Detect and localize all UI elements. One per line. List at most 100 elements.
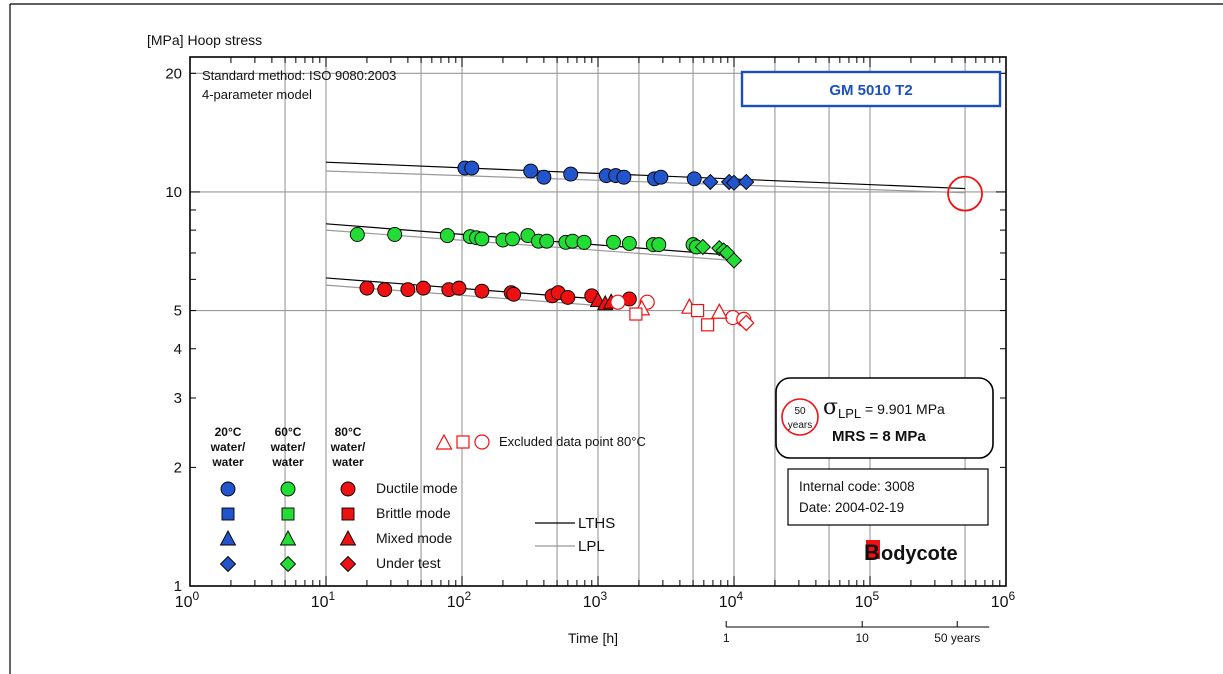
legend-mode-mixed: Mixed mode [376,530,452,546]
data-point-20c-ductile [536,169,552,185]
legend-marker-80c-ductile [340,481,356,497]
years-badge-number: 50 [794,406,806,417]
info-box [787,468,989,526]
x-tick-label: 100 [175,589,200,611]
method-line-1: Standard method: ISO 9080:2003 [202,68,396,83]
data-point-80c-ductile [560,289,576,305]
data-point-80c-ductile [377,282,393,298]
years-badge [781,398,819,436]
legend-header-60-line3: water [271,455,304,469]
x-tick-exponent: 2 [465,589,472,603]
legend-excluded-square [456,435,470,449]
x-tick-base: 10 [991,594,1009,611]
legend-marker-80c-brittle [341,507,355,521]
legend-header-20-line1: 20°C [215,425,242,439]
years-axis-tick-label: 10 [856,631,870,645]
data-point-60c-ductile [349,227,365,242]
data-point-80c-excluded-square [691,303,705,318]
record-date: Date: 2004-02-19 [799,500,904,515]
x-tick-base: 10 [175,594,193,611]
data-point-60c-ductile [576,234,592,250]
legend-excluded-circle [474,434,490,450]
legend-header-80-line3: water [331,455,364,469]
data-point-60c-ductile [621,236,637,251]
x-tick-exponent: 6 [1009,589,1016,603]
data-point-80c-ductile [415,280,431,296]
legend-excluded-triangle [435,433,453,450]
data-point-20c-ductile [653,169,669,185]
y-tick-label: 4 [174,341,182,358]
x-tick-base: 10 [855,594,873,611]
x-tick-exponent: 1 [329,589,336,603]
x-tick-label: 104 [719,589,744,611]
sigma-symbol: σ [823,395,838,420]
data-point-60c-ductile [505,231,520,247]
legend-marker-60c-undertest [279,555,297,573]
data-point-80c-ductile [451,280,467,296]
data-point-60c-undertest [694,238,711,256]
data-point-20c-undertest [725,174,743,191]
data-point-20c-ductile [616,169,632,185]
legend-marker-80c-mixed [339,530,357,546]
x-tick-base: 10 [447,594,465,611]
x-tick-label: 106 [991,589,1016,611]
data-point-60c-ductile [539,233,555,249]
lths-regression-line [325,161,966,190]
y-tick-label: 1 [174,578,182,595]
x-tick-exponent: 4 [737,589,744,603]
x-tick-base: 10 [719,594,737,611]
legend-header-20-line2: water/ [210,440,246,454]
legend-mode-undertest: Under test [376,555,441,571]
x-tick-label: 103 [583,589,608,611]
data-point-60c-ductile [606,234,621,250]
data-point-20c-undertest [702,173,719,191]
legend-marker-20c-brittle [221,507,235,521]
data-point-60c-ductile [651,237,667,253]
x-axis-label: Time [h] [568,630,618,646]
legend-marker-20c-ductile [220,481,236,497]
years-axis-tick-label: 50 years [934,631,980,645]
y-tick-label: 3 [174,390,182,407]
legend-mode-brittle: Brittle mode [376,505,451,521]
data-point-20c-undertest [738,173,755,191]
legend-marker-20c-undertest [219,555,237,573]
method-line-2: 4-parameter model [202,87,312,102]
data-point-20c-ductile [563,166,579,182]
years-badge-unit: years [788,420,812,431]
data-point-60c-ductile [387,227,403,242]
data-point-20c-ductile [686,171,702,187]
data-point-20c-ductile [523,163,539,179]
legend-header-80-line2: water/ [330,440,366,454]
legend-marker-80c-undertest [339,555,357,573]
y-tick-label: 5 [174,303,182,320]
data-point-80c-excluded-diamond [737,314,755,332]
data-points [349,160,755,332]
data-point-80c-ductile [506,286,522,302]
y-tick-label: 20 [165,65,182,82]
lpl-regression-line [325,170,966,194]
axis-ticks [189,57,1006,587]
legend-marker-60c-brittle [281,507,295,521]
legend-lpl-label: LPL [578,538,605,555]
sigma-text: = 9.901 MPa [861,401,945,417]
data-point-60c-ductile [474,231,490,247]
data-point-60c-undertest [725,252,743,269]
legend-marker-60c-ductile [280,481,296,497]
y-tick-label: 10 [165,184,182,201]
mrs-value: MRS = 8 MPa [832,428,926,445]
legend-excluded-label: Excluded data point 80°C [499,434,646,449]
legend-header-60-line2: water/ [270,440,306,454]
logo-initial: B [864,540,880,565]
x-tick-exponent: 0 [193,589,200,603]
legend-marker-20c-mixed [219,530,237,546]
years-axis: 1 10 50 years [723,621,990,645]
data-point-80c-excluded-square [629,307,643,321]
data-point-80c-ductile [359,280,375,296]
y-tick-label: 2 [174,459,182,476]
data-point-80c-excluded-square [701,318,715,332]
x-tick-exponent: 3 [601,589,608,603]
data-point-60c-ductile [439,228,455,244]
results-box [775,377,994,459]
sigma-lpl-value: σLPL = 9.901 MPa [823,395,945,421]
